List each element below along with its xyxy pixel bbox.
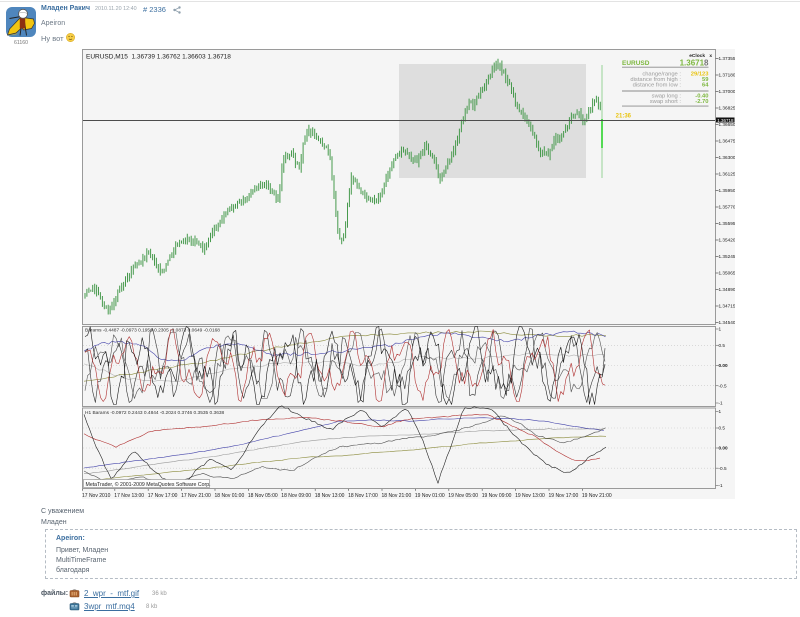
svg-text:18 Nov 09:00: 18 Nov 09:00	[281, 493, 311, 499]
svg-text:-1: -1	[719, 401, 724, 406]
svg-text:-0.40: -0.40	[695, 94, 708, 100]
svg-text:1: 1	[719, 409, 722, 414]
svg-text:19 Nov 05:00: 19 Nov 05:00	[448, 493, 478, 499]
svg-text:59: 59	[702, 77, 709, 83]
svg-text:18 Nov 01:00: 18 Nov 01:00	[215, 493, 245, 499]
svg-text:1.36718: 1.36718	[680, 59, 709, 68]
svg-text:distance from low :: distance from low :	[633, 82, 682, 88]
svg-text:-0.5: -0.5	[719, 466, 727, 471]
svg-text:18 Nov 13:00: 18 Nov 13:00	[315, 493, 345, 499]
svg-text:swap short :: swap short :	[650, 99, 682, 105]
svg-text:0.5: 0.5	[719, 426, 726, 431]
svg-text:1.34890: 1.34890	[719, 287, 736, 292]
svg-text:17 Nov 13:00: 17 Nov 13:00	[114, 493, 144, 499]
svg-text:1.34540: 1.34540	[719, 320, 736, 325]
svg-text:18 Nov 05:00: 18 Nov 05:00	[248, 493, 278, 499]
svg-text:Barams -0.4487 -0.0973 0.1956: Barams -0.4487 -0.0973 0.1956 0.2305 -0.…	[85, 328, 220, 334]
svg-text:19 Nov 01:00: 19 Nov 01:00	[415, 493, 445, 499]
svg-text:19 Nov 21:00: 19 Nov 21:00	[582, 493, 612, 499]
svg-text:1.35420: 1.35420	[719, 238, 736, 243]
svg-text:0.5: 0.5	[719, 343, 726, 348]
svg-text:1.35595: 1.35595	[719, 221, 736, 226]
svg-text:64: 64	[702, 82, 709, 88]
svg-text:18 Nov 17:00: 18 Nov 17:00	[348, 493, 378, 499]
svg-text:MetaTrader, © 2001-2009 MetaQu: MetaTrader, © 2001-2009 MetaQuotes Softw…	[86, 481, 211, 488]
svg-text:EURUSD,M15 1.36739 1.36762 1.: EURUSD,M15 1.36739 1.36762 1.36603 1.367…	[86, 54, 231, 61]
svg-text:-1: -1	[719, 483, 724, 488]
svg-text:1.36825: 1.36825	[719, 106, 736, 111]
svg-text:1.35065: 1.35065	[719, 271, 736, 276]
svg-text:21:36: 21:36	[616, 114, 632, 120]
svg-text:-2.70: -2.70	[695, 99, 708, 105]
svg-text:swap long :: swap long :	[652, 94, 682, 100]
svg-text:0.00: 0.00	[719, 363, 729, 368]
svg-text:change/range :: change/range :	[642, 72, 681, 78]
svg-text:eClock: eClock	[689, 53, 705, 59]
svg-text:18 Nov 21:00: 18 Nov 21:00	[382, 493, 412, 499]
svg-text:EURUSD: EURUSD	[622, 60, 650, 67]
svg-text:H1 Barams -0.0972 0.2443 0.484: H1 Barams -0.0972 0.2443 0.4844 -0.2024 …	[85, 410, 225, 416]
svg-text:1.35245: 1.35245	[719, 254, 736, 259]
svg-text:1.37355: 1.37355	[719, 56, 736, 61]
svg-text:x: x	[709, 54, 712, 59]
svg-text:19 Nov 13:00: 19 Nov 13:00	[515, 493, 545, 499]
svg-text:1.36475: 1.36475	[719, 139, 736, 144]
svg-text:19 Nov 09:00: 19 Nov 09:00	[482, 493, 512, 499]
svg-text:1.36300: 1.36300	[719, 155, 736, 160]
svg-text:1: 1	[719, 327, 722, 332]
svg-text:17 Nov 21:00: 17 Nov 21:00	[181, 493, 211, 499]
svg-text:1.36718: 1.36718	[717, 118, 734, 123]
svg-text:1.35950: 1.35950	[719, 188, 736, 193]
svg-text:19 Nov 17:00: 19 Nov 17:00	[549, 493, 579, 499]
svg-text:0.00: 0.00	[719, 446, 729, 451]
svg-text:-0.5: -0.5	[719, 383, 727, 388]
svg-text:1.34715: 1.34715	[719, 304, 736, 309]
svg-text:1.37000: 1.37000	[719, 89, 736, 94]
svg-text:29/123: 29/123	[691, 72, 710, 78]
svg-text:distance from high :: distance from high :	[630, 77, 681, 83]
svg-text:1.36650: 1.36650	[719, 122, 736, 127]
svg-text:1.37180: 1.37180	[719, 73, 736, 78]
svg-text:1.35770: 1.35770	[719, 205, 736, 210]
svg-text:17 Nov 2010: 17 Nov 2010	[82, 493, 111, 499]
svg-text:17 Nov 17:00: 17 Nov 17:00	[148, 493, 178, 499]
svg-text:1.36125: 1.36125	[719, 172, 736, 177]
